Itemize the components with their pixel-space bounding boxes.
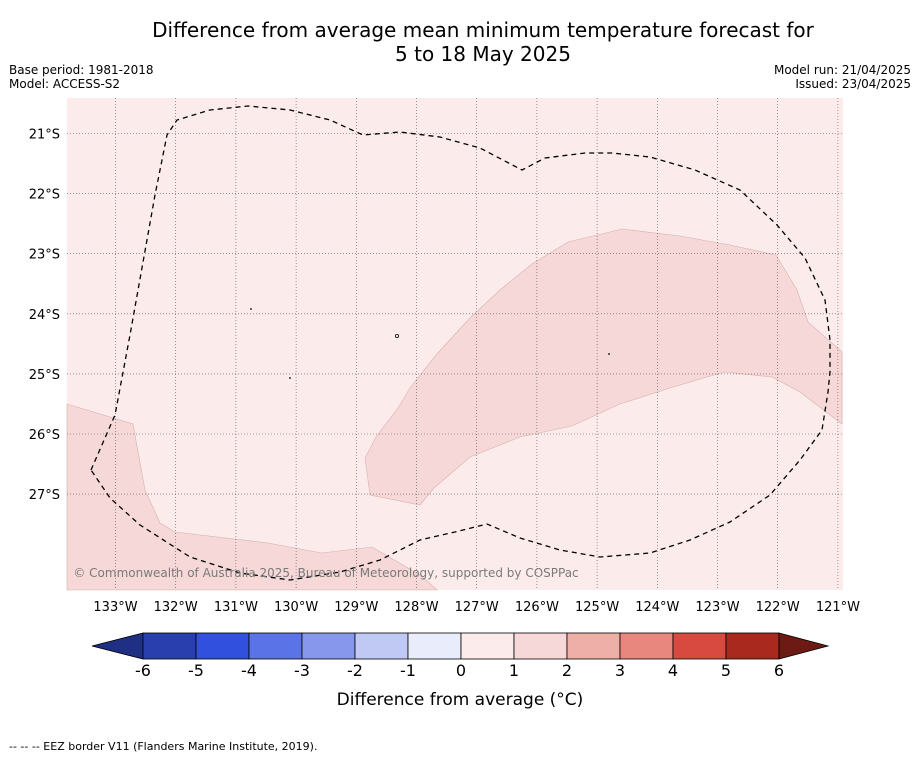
latitude-label: 26°S [29, 428, 60, 443]
title-line-1: Difference from average mean minimum tem… [152, 18, 814, 42]
latitude-label: 24°S [29, 308, 60, 323]
colorbar-arrow-high [778, 632, 830, 660]
latitude-labels: 21°S 22°S 23°S 24°S 25°S 26°S 27°S [29, 128, 60, 504]
colorbar-tick-label: -1 [400, 661, 416, 680]
latitude-label: 23°S [29, 248, 60, 263]
longitude-label: 131°W [214, 600, 258, 615]
map-title: Difference from average mean minimum tem… [0, 18, 919, 66]
colorbar-tick-label: -4 [241, 661, 257, 680]
longitude-label: 123°W [695, 600, 739, 615]
colorbar-tick-label: 1 [509, 661, 519, 680]
colorbar-swatch [248, 632, 303, 660]
colorbar-tick-label: 4 [668, 661, 678, 680]
islet-marker [394, 333, 399, 338]
longitude-label: 125°W [575, 600, 619, 615]
title-line-2: 5 to 18 May 2025 [395, 42, 571, 66]
colorbar-swatch [142, 632, 197, 660]
longitude-label: 122°W [756, 600, 800, 615]
colorbar-swatch [354, 632, 409, 660]
longitude-label: 121°W [816, 600, 860, 615]
colorbar-tick-label: 6 [774, 661, 784, 680]
colorbar-tick-label: -6 [135, 661, 151, 680]
colorbar-swatch [566, 632, 621, 660]
longitude-label: 133°W [93, 600, 137, 615]
colorbar [91, 632, 830, 660]
latitude-label: 22°S [29, 188, 60, 203]
colorbar-tick-label: -2 [347, 661, 363, 680]
anomaly-region-southwest [66, 403, 438, 591]
watermark: © Commonwealth of Australia 2025, Bureau… [73, 566, 578, 580]
colorbar-tick-label: -5 [188, 661, 204, 680]
anomaly-region-central [364, 228, 843, 506]
colorbar-swatch [672, 632, 727, 660]
islet-marker [250, 308, 252, 310]
colorbar-ticks: -6 -5 -4 -3 -2 -1 0 1 2 3 4 5 6 [135, 661, 784, 680]
colorbar-tick-label: 0 [456, 661, 466, 680]
meta-left: Base period: 1981-2018 Model: ACCESS-S2 [9, 63, 154, 91]
colorbar-arrow-low [91, 632, 144, 660]
longitude-label: 128°W [394, 600, 438, 615]
colorbar-swatch [513, 632, 568, 660]
colorbar-tick-label: 3 [615, 661, 625, 680]
colorbar-label: Difference from average (°C) [337, 690, 584, 710]
longitude-labels: 133°W 132°W 131°W 130°W 129°W 128°W 127°W 126°W… [93, 600, 860, 615]
eez-border [90, 105, 831, 581]
longitude-label: 127°W [455, 600, 499, 615]
longitude-label: 124°W [635, 600, 679, 615]
latitude-label: 27°S [29, 488, 60, 503]
longitude-label: 132°W [154, 600, 198, 615]
longitude-label: 126°W [515, 600, 559, 615]
issued-date: Issued: 23/04/2025 [795, 77, 911, 91]
longitude-label: 130°W [274, 600, 318, 615]
model-run: Model run: 21/04/2025 [773, 63, 911, 77]
base-period: Base period: 1981-2018 [9, 63, 154, 77]
graticule [67, 98, 843, 590]
colorbar-tick-label: 5 [721, 661, 731, 680]
colorbar-swatch [619, 632, 674, 660]
colorbar-swatch [725, 632, 780, 660]
latitude-label: 25°S [29, 368, 60, 383]
islet-marker [289, 377, 291, 379]
colorbar-swatch [407, 632, 462, 660]
colorbar-tick-label: 2 [562, 661, 572, 680]
eez-legend-note: -- -- -- EEZ border V11 (Flanders Marine… [9, 740, 318, 753]
meta-right: Model run: 21/04/2025 Issued: 23/04/2025 [774, 63, 911, 91]
longitude-label: 129°W [334, 600, 378, 615]
colorbar-tick-label: -3 [294, 661, 310, 680]
islet-marker [608, 353, 610, 355]
latitude-label: 21°S [29, 128, 60, 143]
model-name: Model: ACCESS-S2 [9, 77, 121, 91]
colorbar-swatch [195, 632, 250, 660]
colorbar-swatch [301, 632, 356, 660]
colorbar-swatch [460, 632, 515, 660]
